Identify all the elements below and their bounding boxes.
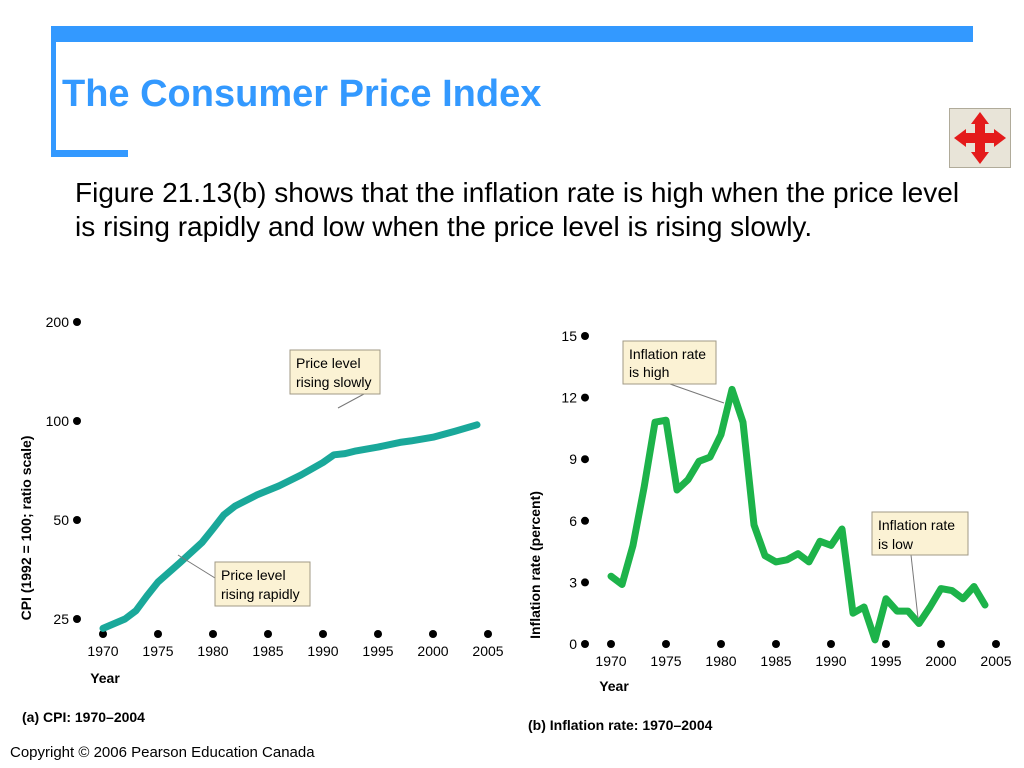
cpi-y-axis-label: CPI (1992 = 100; ratio scale) [18,436,34,621]
annotation-rising-rapidly-line2: rising rapidly [221,586,300,602]
annotation-inflation-high-line2: is high [629,364,669,380]
inflation-chart-caption: (b) Inflation rate: 1970–2004 [528,717,713,733]
y-tick-label: 3 [569,574,577,590]
cpi-series-line [99,421,481,632]
x-tick-label: 1990 [815,653,846,669]
x-tick-label: 1975 [650,653,681,669]
x-tick-dot [264,630,272,638]
y-tick-label: 0 [569,636,577,652]
annotation-inflation-low: Inflation rate is low [871,511,969,619]
y-tick-label: 200 [46,314,70,330]
x-tick-dot [209,630,217,638]
cpi-x-ticks: 1970 1975 1980 1985 1990 1995 2000 2005 [87,630,504,659]
x-tick-label: 1970 [87,643,118,659]
x-tick-dot [662,640,670,648]
y-tick-label: 50 [53,512,69,528]
y-tick-label: 12 [561,390,577,406]
x-tick-dot [484,630,492,638]
x-tick-dot [882,640,890,648]
x-tick-label: 1995 [870,653,901,669]
x-tick-dot [374,630,382,638]
y-tick-dot [581,516,589,525]
x-tick-label: 2000 [417,643,448,659]
x-tick-dot [429,630,437,638]
annotation-inflation-high: Inflation rate is high [622,340,725,404]
title-accent-bracket [51,26,56,157]
y-tick-dot [73,417,81,425]
y-tick-label: 9 [569,451,577,467]
cpi-y-ticks: 25 50 100 200 [46,314,81,627]
y-tick-dot [73,318,81,326]
inflation-y-axis-label: Inflation rate (percent) [527,491,543,639]
x-tick-label: 2005 [980,653,1011,669]
annotation-rising-rapidly: Price level rising rapidly [177,554,311,607]
x-tick-dot [607,640,615,648]
body-text: Figure 21.13(b) shows that the inflation… [75,177,960,242]
annotation-rising-rapidly-line1: Price level [221,567,286,583]
x-tick-dot [827,640,835,648]
x-tick-label: 1990 [307,643,338,659]
y-tick-label: 15 [561,328,577,344]
cpi-chart: CPI (1992 = 100; ratio scale) 25 50 100 200… [18,314,504,725]
x-tick-label: 1975 [142,643,173,659]
y-tick-label: 100 [46,413,70,429]
y-tick-dot [73,516,81,524]
y-tick-label: 25 [53,611,69,627]
x-tick-dot [319,630,327,638]
y-tick-dot [73,615,81,623]
y-tick-dot [581,332,589,340]
four-way-arrows-icon [954,112,1006,164]
x-tick-dot [992,640,1000,648]
x-tick-dot [154,630,162,638]
y-tick-dot [581,578,589,587]
y-tick-dot [581,640,589,648]
y-tick-dot [581,455,589,464]
inflation-x-axis-label: Year [599,678,629,694]
y-tick-dot [581,393,589,402]
annotation-inflation-low-line1: Inflation rate [878,517,955,533]
x-tick-label: 1995 [362,643,393,659]
x-tick-label: 1980 [197,643,228,659]
y-tick-label: 6 [569,513,577,529]
title-accent-underline [51,150,128,157]
x-tick-label: 1985 [252,643,283,659]
inflation-series-line [607,385,989,644]
cpi-x-axis-label: Year [90,670,120,686]
x-tick-dot [772,640,780,648]
x-tick-label: 1980 [705,653,736,669]
annotation-rising-slowly-line1: Price level [296,355,361,371]
annotation-rising-slowly-line2: rising slowly [296,374,371,390]
copyright-notice: Copyright © 2006 Pearson Education Canad… [10,744,315,761]
x-tick-dot [937,640,945,648]
x-tick-label: 2005 [472,643,503,659]
inflation-y-ticks: 0 3 6 9 12 15 [561,328,589,652]
x-tick-dot [717,640,725,648]
title-accent-bar [51,26,973,42]
annotation-inflation-high-line1: Inflation rate [629,346,706,362]
slide-title: The Consumer Price Index [62,73,542,115]
x-tick-label: 1970 [595,653,626,669]
annotation-rising-slowly: Price level rising slowly [289,349,381,409]
x-tick-label: 2000 [925,653,956,669]
cpi-chart-caption: (a) CPI: 1970–2004 [22,709,145,725]
annotation-inflation-low-line2: is low [878,536,914,552]
inflation-x-ticks: 1970 1975 1980 1985 1990 1995 2000 2005 [595,640,1012,669]
x-tick-label: 1985 [760,653,791,669]
navigation-button[interactable] [949,108,1011,168]
x-tick-dot [99,630,107,638]
